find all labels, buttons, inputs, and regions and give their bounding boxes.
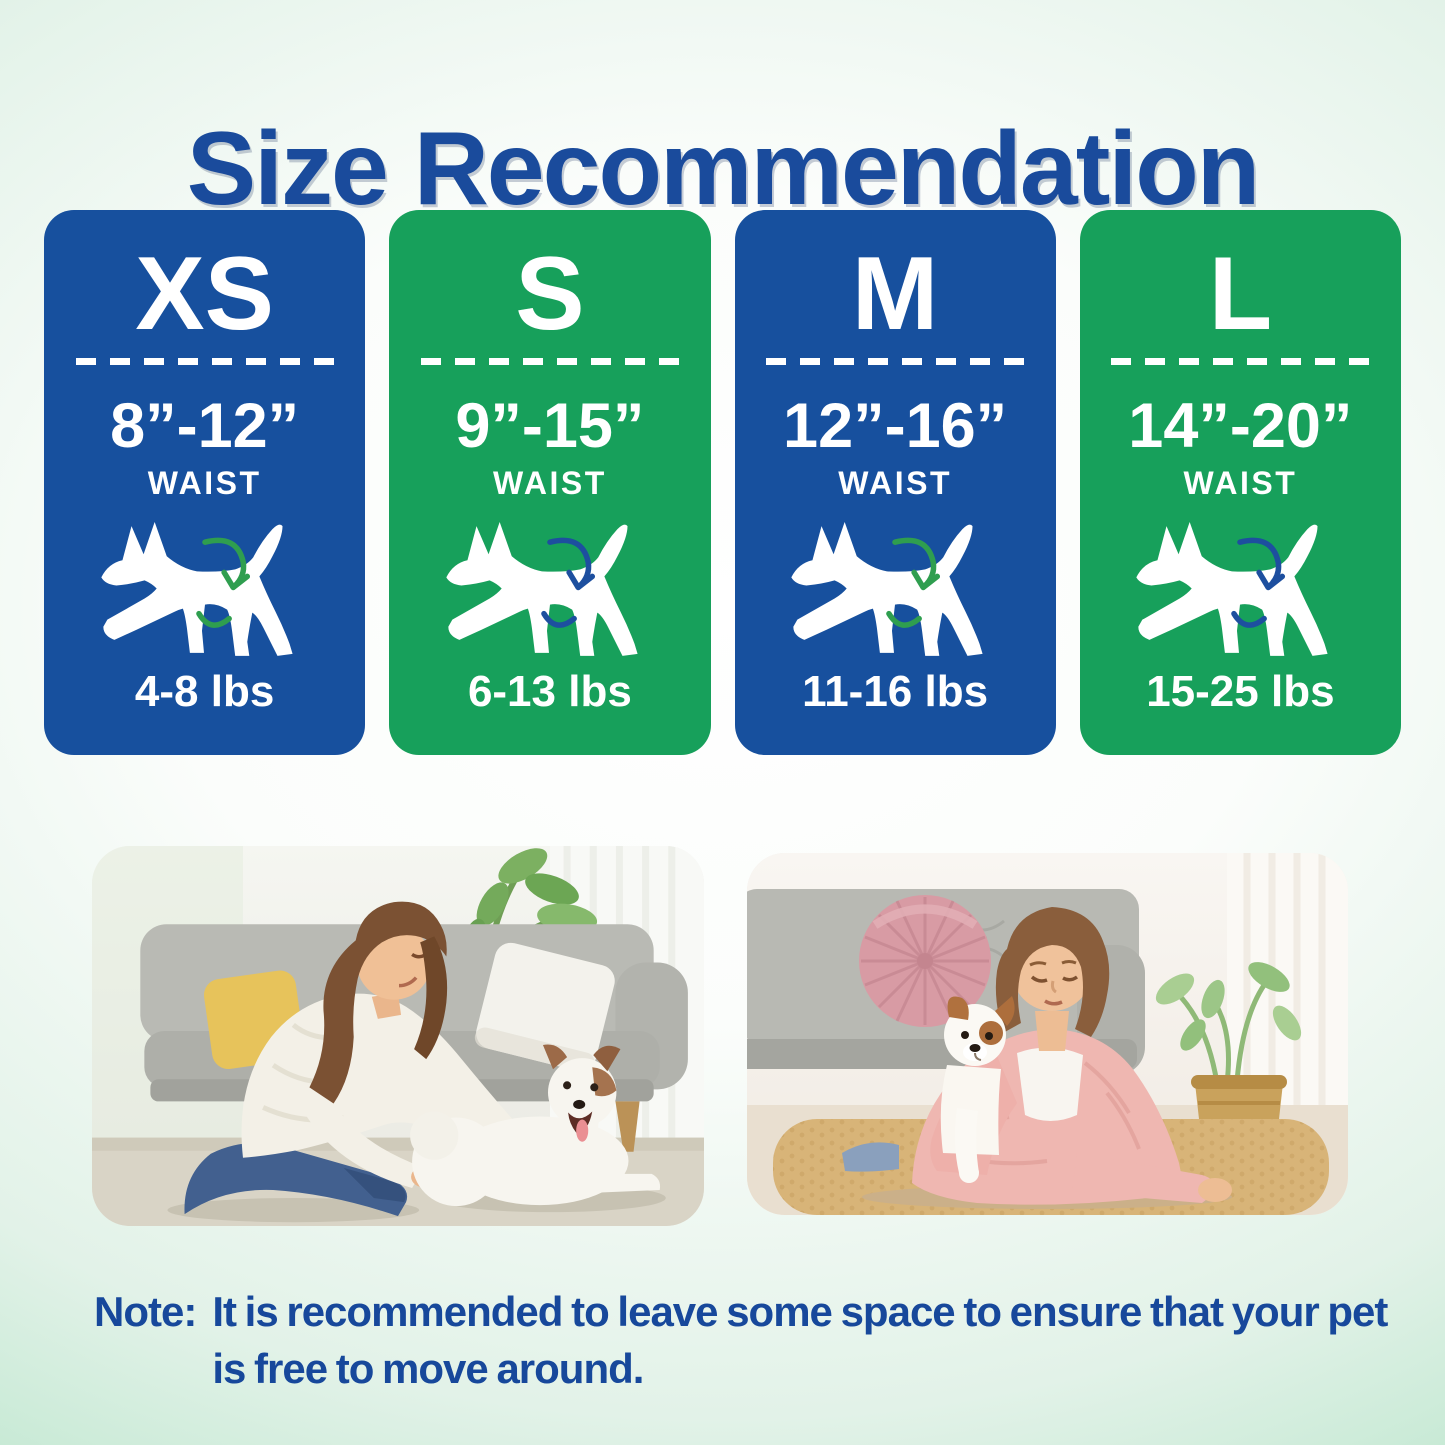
jack-russell-puppy [940, 996, 1015, 1183]
page-title: Size Recommendation [186, 110, 1261, 227]
weight-range: 6-13 lbs [467, 667, 632, 716]
weight-range: 11-16 lbs [802, 667, 989, 716]
weight-range: 15-25 lbs [1146, 667, 1335, 716]
waist-caption: WAIST [492, 465, 607, 501]
jack-russell-dog [410, 1044, 661, 1207]
waist-range: 9”-15” [455, 391, 645, 461]
size-cards: XS 8”-12” WAIST 4-8 lbs S 9”-15” WAIST [44, 210, 1401, 755]
dog-silhouette-waist-arrow-icon [1136, 522, 1328, 656]
dog-silhouette-waist-arrow-icon [446, 522, 638, 656]
note: Note: It is recommended to leave some sp… [94, 1284, 1406, 1397]
waist-range: 14”-20” [1128, 391, 1353, 461]
note-text: It is recommended to leave some space to… [212, 1288, 1388, 1392]
waist-range: 12”-16” [783, 391, 1008, 461]
waist-range: 8”-12” [110, 391, 300, 461]
size-card-xs: XS 8”-12” WAIST 4-8 lbs [44, 210, 366, 755]
waist-caption: WAIST [1183, 465, 1298, 501]
dashed-divider [1111, 358, 1370, 365]
weight-range: 4-8 lbs [134, 667, 275, 716]
photo-woman-petting-dog [92, 846, 704, 1226]
size-label: XS [135, 236, 274, 352]
pink-round-pillow [859, 895, 991, 1027]
dashed-divider [420, 358, 679, 365]
size-label: S [515, 236, 585, 352]
size-label: M [851, 236, 939, 352]
size-card-m: M 12”-16” WAIST 11-16 lbs [734, 210, 1056, 755]
size-card-s: S 9”-15” WAIST 6-13 lbs [389, 210, 711, 755]
photo-woman-holding-puppy [747, 853, 1348, 1215]
dashed-divider [75, 358, 334, 365]
photo-left-illustration [92, 846, 704, 1226]
jeans-legs [842, 1142, 899, 1172]
photo-right-illustration [747, 853, 1348, 1215]
note-label: Note: [94, 1288, 197, 1335]
white-pillow [474, 942, 615, 1073]
waist-caption: WAIST [838, 465, 953, 501]
size-label: L [1208, 236, 1273, 352]
size-card-l: L 14”-20” WAIST 15-25 lbs [1079, 210, 1401, 755]
dog-silhouette-waist-arrow-icon [100, 522, 293, 656]
dashed-divider [766, 358, 1025, 365]
waist-caption: WAIST [147, 465, 262, 501]
dog-silhouette-waist-arrow-icon [791, 522, 983, 656]
